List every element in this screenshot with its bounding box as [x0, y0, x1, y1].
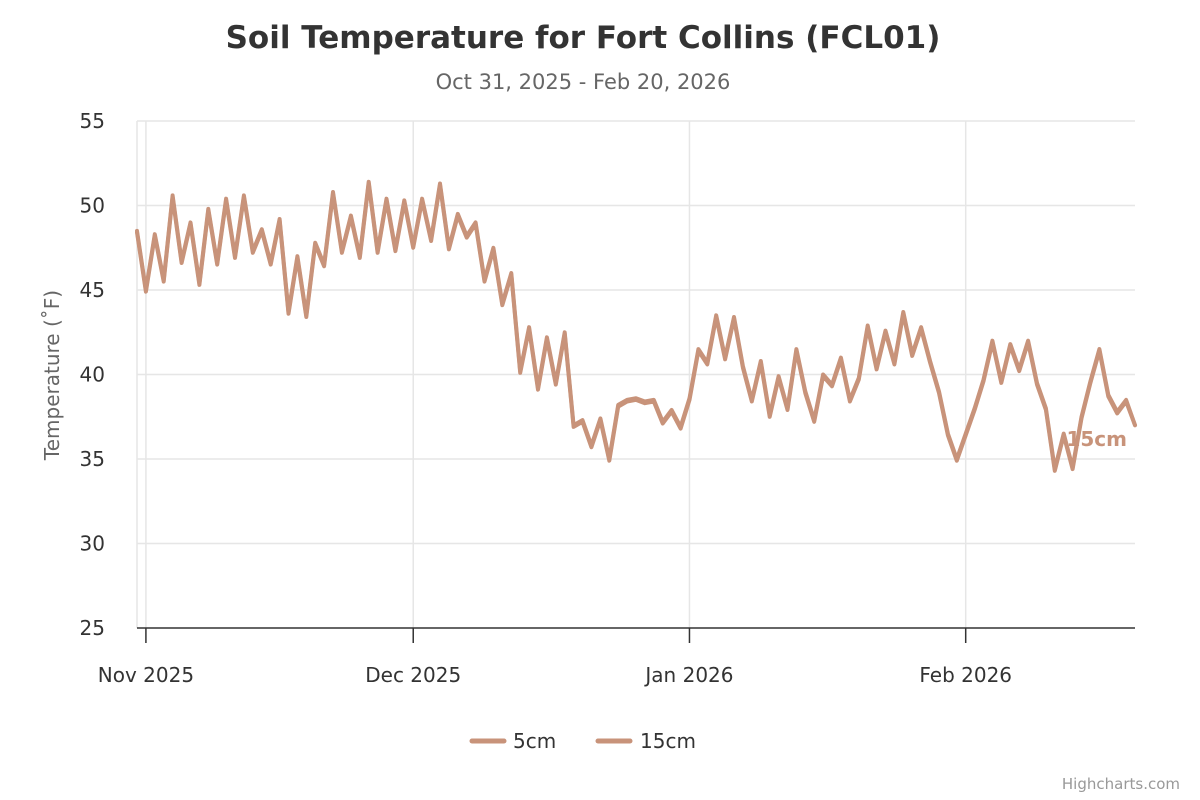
y-tick-label: 30	[80, 532, 105, 556]
series-line-5cm[interactable]	[135, 179, 1137, 472]
legend-label-5cm: 5cm	[513, 729, 556, 753]
x-tick-label: Feb 2026	[919, 663, 1012, 687]
credits-link[interactable]: Highcharts.com	[1062, 775, 1180, 793]
legend-item-15cm[interactable]: 15cm	[595, 729, 696, 753]
chart-subtitle: Oct 31, 2025 - Feb 20, 2026	[436, 70, 731, 94]
legend: 5cm 15cm	[469, 729, 696, 753]
y-tick-label: 45	[80, 278, 105, 302]
y-tick-label: 50	[80, 194, 105, 218]
y-tick-label: 35	[80, 447, 105, 471]
legend-item-5cm[interactable]: 5cm	[469, 729, 556, 753]
y-tick-label: 40	[80, 363, 105, 387]
x-tick-label: Jan 2026	[643, 663, 733, 687]
y-tick-label: 25	[80, 616, 105, 640]
legend-label-15cm: 15cm	[640, 729, 696, 753]
series-end-label: 15cm	[1066, 427, 1127, 451]
y-axis-title: Temperature (˚F)	[40, 290, 64, 461]
series-line-15cm[interactable]	[135, 181, 1137, 473]
chart-title: Soil Temperature for Fort Collins (FCL01…	[226, 20, 941, 56]
x-tick-label: Dec 2025	[365, 663, 461, 687]
series-lines[interactable]	[135, 179, 1137, 473]
x-tick-label: Nov 2025	[98, 663, 194, 687]
y-tick-label: 55	[80, 109, 105, 133]
axes: 25 30 35 40 45 50 55 Nov 2025 Dec 2025 Jan 2026 Fe…	[80, 109, 1135, 687]
